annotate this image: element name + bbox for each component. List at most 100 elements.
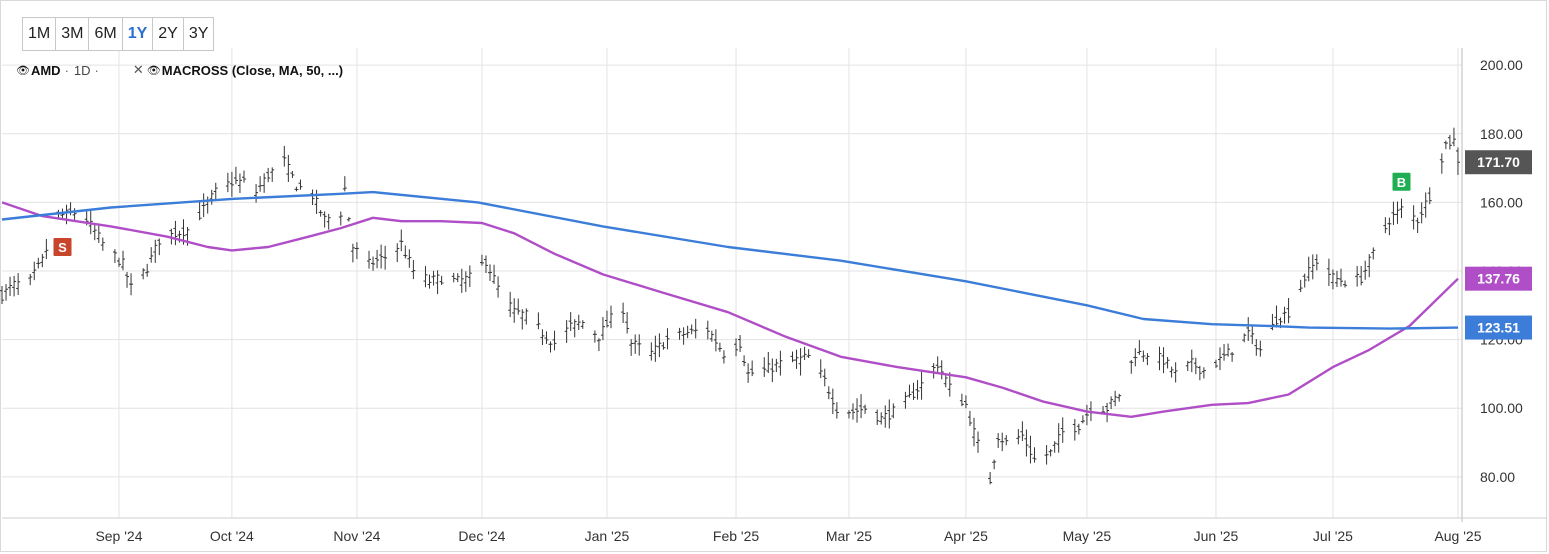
ohlc-bar <box>1113 390 1118 407</box>
ohlc-bar <box>64 204 69 225</box>
ohlc-bar <box>1133 348 1138 367</box>
ohlc-bar <box>1072 419 1077 441</box>
ohlc-bar <box>629 339 634 356</box>
close-icon[interactable]: ✕ <box>132 62 144 77</box>
ohlc-bar <box>762 357 767 377</box>
ohlc-bar <box>459 268 464 293</box>
ohlc-bar <box>395 243 400 263</box>
ohlc-bar <box>1230 351 1235 362</box>
ohlc-bar <box>492 264 497 284</box>
ohlc-bar <box>1056 423 1061 453</box>
ohlc-bar <box>294 186 299 192</box>
ohlc-bar <box>959 393 964 407</box>
ohlc-bar <box>649 342 654 361</box>
range-button-1m[interactable]: 1M <box>23 18 57 50</box>
ohlc-bar <box>915 380 920 400</box>
ohlc-bar <box>943 374 948 388</box>
ohlc-bar <box>1060 417 1065 443</box>
ohlc-bar <box>742 355 747 367</box>
x-tick-label: Oct '24 <box>210 528 254 544</box>
ohlc-bar <box>863 404 868 414</box>
ohlc-bar <box>709 330 714 342</box>
ohlc-bar <box>564 320 569 343</box>
ohlc-bar <box>290 171 295 179</box>
ohlc-bar <box>520 309 525 330</box>
ohlc-bar <box>677 327 682 340</box>
ohlc-bar <box>427 274 432 289</box>
ohlc-bar <box>496 276 501 298</box>
ohlc-bar <box>1298 279 1303 293</box>
ohlc-bar <box>1270 313 1275 331</box>
ohlc-bar <box>173 220 178 246</box>
ohlc-bar <box>846 410 851 419</box>
ohlc-bar <box>1387 217 1392 236</box>
ohlc-bar <box>1363 260 1368 280</box>
ohlc-bar <box>604 310 609 328</box>
ohlc-bar <box>875 409 880 425</box>
ohlc-bar <box>544 331 549 344</box>
ohlc-bar <box>717 342 722 352</box>
ohlc-bar <box>1343 280 1348 288</box>
ohlc-bar <box>12 275 17 297</box>
legend-study[interactable]: MACROSS (Close, MA, 50, ...) <box>161 62 344 78</box>
ohlc-bar <box>592 330 597 343</box>
ohlc-bar <box>657 333 662 358</box>
ohlc-bar <box>1383 217 1388 234</box>
ohlc-bar <box>802 346 807 361</box>
ohlc-bar <box>859 394 864 419</box>
ohlc-bar <box>826 386 831 400</box>
ohlc-bar <box>346 216 351 222</box>
range-button-3m[interactable]: 3M <box>56 18 90 50</box>
range-button-2y[interactable]: 2Y <box>153 18 184 50</box>
x-tick-label: Feb '25 <box>713 528 759 544</box>
ohlc-bar <box>621 302 626 324</box>
ohlc-bar <box>209 189 214 205</box>
ohlc-bar <box>1048 449 1053 457</box>
ohlc-bar <box>939 360 944 380</box>
ohlc-bar <box>310 189 315 205</box>
ohlc-bar <box>367 250 372 269</box>
ohlc-bar <box>681 327 686 345</box>
ohlc-bar <box>40 253 45 268</box>
ohlc-bar <box>1306 256 1311 282</box>
ohlc-bar <box>455 273 460 283</box>
ohlc-bar <box>435 270 440 295</box>
ohlc-bar <box>661 342 666 350</box>
ohlc-bar <box>479 254 484 266</box>
y-tick-label: 80.00 <box>1480 469 1515 485</box>
ohlc-bar <box>746 363 751 383</box>
range-selector: 1M 3M 6M 1Y 2Y 3Y <box>22 17 215 51</box>
ohlc-bar <box>1439 153 1444 174</box>
ohlc-bar <box>1161 347 1166 374</box>
series-line-ma-50 <box>1 201 1459 418</box>
ohlc-bar <box>0 285 4 305</box>
ohlc-bar <box>1024 429 1029 457</box>
ohlc-bar <box>1282 306 1287 324</box>
ohlc-bar <box>338 211 343 226</box>
ohlc-bar <box>1080 415 1085 424</box>
last-value-tag: 171.70 <box>1465 150 1532 175</box>
ohlc-bar <box>596 338 601 352</box>
range-button-6m[interactable]: 6M <box>89 18 123 50</box>
ohlc-bar <box>1141 350 1146 362</box>
range-button-1y[interactable]: 1Y <box>122 18 154 50</box>
range-button-3y[interactable]: 3Y <box>183 18 214 50</box>
ohlc-bar <box>1109 396 1114 410</box>
last-value-bg <box>1465 266 1532 291</box>
ohlc-bar <box>149 247 154 263</box>
ohlc-bar <box>580 320 585 329</box>
eye-icon[interactable]: 👁 <box>146 64 161 77</box>
ohlc-bar <box>1314 254 1319 271</box>
ohlc-bar <box>1129 359 1134 374</box>
ohlc-bar <box>1137 340 1142 355</box>
last-value-tag: 123.51 <box>1465 315 1532 340</box>
eye-icon[interactable]: 👁 <box>16 64 30 77</box>
legend-symbol[interactable]: AMD <box>30 62 61 78</box>
ohlc-bar <box>225 172 230 193</box>
ohlc-bar <box>1310 254 1315 280</box>
x-tick-label: Nov '24 <box>333 528 380 544</box>
ohlc-bar <box>976 431 981 453</box>
ohlc-bar <box>524 308 529 325</box>
x-tick-label: Jul '25 <box>1313 528 1353 544</box>
